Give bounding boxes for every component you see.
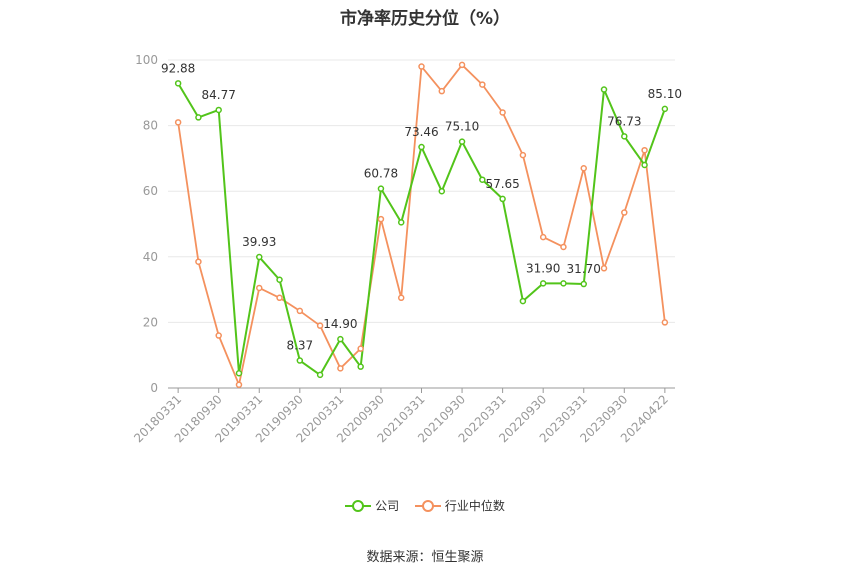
legend-label-industry-median: 行业中位数 xyxy=(444,499,505,513)
point-company-20190630 xyxy=(276,276,283,284)
point-industry-median-20200630 xyxy=(357,345,364,352)
chart-title: 市净率历史分位（%） xyxy=(339,9,511,29)
data-label-company-20230930: 76.73 xyxy=(607,114,641,128)
point-company-20231231 xyxy=(641,161,648,169)
y-tick-label-80: 80 xyxy=(143,119,158,133)
y-tick-label-60: 60 xyxy=(143,184,158,198)
series-line-industry-median xyxy=(177,64,666,386)
point-company-20200630 xyxy=(357,363,364,370)
point-company-20210331 xyxy=(418,143,425,151)
point-company-20230331 xyxy=(580,280,587,288)
point-company-20221231 xyxy=(560,280,567,287)
point-industry-median-20220630 xyxy=(519,151,527,159)
point-company-20180630 xyxy=(195,114,202,121)
data-label-company-20190930: 8.37 xyxy=(286,339,313,353)
point-industry-median-20230331 xyxy=(580,164,587,172)
y-tick-label-40: 40 xyxy=(143,250,158,264)
point-industry-median-20240422 xyxy=(661,319,669,326)
point-company-20180331 xyxy=(174,80,182,87)
data-label-company-20220331: 57.65 xyxy=(485,177,519,191)
data-label-company-20180930: 84.77 xyxy=(202,88,236,102)
point-industry-median-20190630 xyxy=(276,294,283,302)
point-company-20220331 xyxy=(499,195,506,203)
point-industry-median-20180930 xyxy=(215,332,222,339)
point-company-20200331 xyxy=(337,335,344,343)
legend-label-company: 公司 xyxy=(375,499,400,513)
point-company-20201231 xyxy=(397,219,405,226)
point-company-20210630 xyxy=(438,187,446,195)
point-company-20180930 xyxy=(215,106,222,114)
legend-item-company[interactable]: 公司 xyxy=(345,497,399,514)
point-industry-median-20190930 xyxy=(296,307,304,315)
point-industry-median-20210930 xyxy=(458,61,466,69)
data-label-company-20220930: 31.90 xyxy=(526,261,560,275)
point-industry-median-20211231 xyxy=(479,81,486,88)
data-source: 数据来源：恒生聚源 xyxy=(366,550,484,565)
point-industry-median-20191231 xyxy=(316,322,324,329)
point-company-20200930 xyxy=(377,185,385,192)
point-industry-median-20201231 xyxy=(397,294,405,302)
point-industry-median-20220930 xyxy=(539,233,547,241)
point-company-20181231 xyxy=(235,369,243,377)
point-industry-median-20210331 xyxy=(418,63,425,70)
point-industry-median-20180331 xyxy=(174,119,182,126)
point-industry-median-20181231 xyxy=(235,381,243,388)
data-label-company-20190331: 39.93 xyxy=(242,235,276,249)
point-company-20190930 xyxy=(296,357,304,364)
legend: 公司 行业中位数 xyxy=(0,497,850,515)
point-company-20230930 xyxy=(621,133,628,140)
data-label-company-20230331: 31.70 xyxy=(567,262,601,276)
point-industry-median-20220331 xyxy=(499,109,506,116)
point-company-20220930 xyxy=(539,280,547,287)
point-industry-median-20221231 xyxy=(560,243,567,251)
data-label-company-20210331: 73.46 xyxy=(404,125,438,139)
point-industry-median-20200930 xyxy=(377,215,385,223)
point-company-20240422 xyxy=(661,105,669,113)
y-tick-label-100: 100 xyxy=(135,53,158,67)
point-industry-median-20190331 xyxy=(256,284,263,292)
legend-swatch-company xyxy=(345,499,372,512)
point-industry-median-20180630 xyxy=(195,258,202,265)
point-industry-median-20210630 xyxy=(438,87,446,95)
data-label-company-20240422: 85.10 xyxy=(648,87,682,101)
legend-item-industry-median[interactable]: 行业中位数 xyxy=(414,497,505,514)
data-label-company-20200331: 14.90 xyxy=(323,317,357,331)
point-industry-median-20230630 xyxy=(600,265,608,272)
legend-swatch-industry-median xyxy=(414,499,441,512)
point-company-20190331 xyxy=(256,253,263,261)
point-company-20220630 xyxy=(519,297,527,305)
y-tick-label-20: 20 xyxy=(143,315,158,329)
point-company-20210930 xyxy=(458,138,466,145)
point-company-20191231 xyxy=(316,371,324,379)
data-label-company-20180331: 92.88 xyxy=(161,61,195,75)
y-tick-label-0: 0 xyxy=(150,381,158,395)
point-industry-median-20200331 xyxy=(337,365,344,372)
point-industry-median-20231231 xyxy=(641,146,648,154)
data-label-company-20210930: 75.10 xyxy=(445,120,479,134)
point-company-20230630 xyxy=(600,86,608,93)
point-company-20211231 xyxy=(479,176,486,183)
point-industry-median-20230930 xyxy=(621,209,628,216)
data-label-company-20200930: 60.78 xyxy=(364,167,398,181)
